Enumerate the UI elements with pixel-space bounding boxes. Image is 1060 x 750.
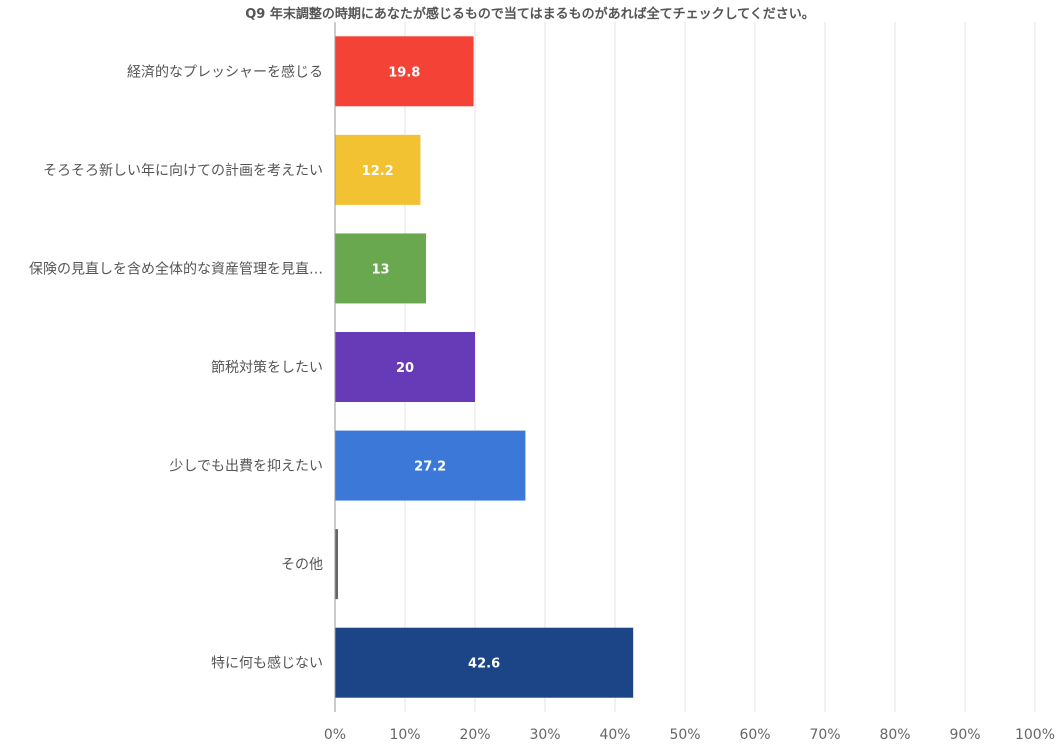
category-label: そろそろ新しい年に向けての計画を考えたい xyxy=(43,163,323,179)
category-label: 保険の見直しを含め全体的な資産管理を見直… xyxy=(29,260,323,277)
x-tick-label: 100% xyxy=(1015,727,1055,743)
x-tick-label: 20% xyxy=(459,727,490,743)
data-label: 19.8 xyxy=(388,65,420,80)
bar xyxy=(335,332,475,402)
x-tick-label: 0% xyxy=(324,727,346,743)
bar xyxy=(335,529,338,600)
data-label: 12.2 xyxy=(362,164,394,179)
x-tick-label: 90% xyxy=(949,727,980,743)
bar xyxy=(335,36,474,107)
data-labels: 19.8 12.2 13 20 27.2 42.6 xyxy=(362,65,500,671)
bars xyxy=(335,36,634,698)
x-tick-label: 60% xyxy=(739,727,770,743)
bar xyxy=(335,627,634,698)
bar xyxy=(335,233,426,304)
bar xyxy=(335,430,526,501)
gridlines xyxy=(404,22,1036,712)
x-tick-label: 40% xyxy=(599,727,630,743)
chart-title: Q9 年末調整の時期にあなたが感じるもので当てはまるものがあれば全てチェックして… xyxy=(245,7,815,22)
category-label: 節税対策をしたい xyxy=(211,359,323,376)
bar xyxy=(335,134,421,205)
x-tick-label: 30% xyxy=(529,727,560,743)
x-tick-label: 80% xyxy=(879,727,910,743)
category-label: 少しでも出費を抑えたい xyxy=(169,459,323,475)
x-tick-labels: 0% 10% 20% 30% 40% 50% 60% 70% 80% 90% 100% xyxy=(324,727,1055,743)
data-label: 27.2 xyxy=(414,460,446,475)
x-tick-label: 70% xyxy=(809,727,840,743)
category-label: その他 xyxy=(281,557,323,573)
data-label: 13 xyxy=(371,262,389,277)
x-tick-label: 10% xyxy=(389,727,420,743)
category-label: 特に何も感じない xyxy=(211,655,323,672)
category-label: 経済的なプレッシャーを感じる xyxy=(127,63,323,80)
x-tick-label: 50% xyxy=(669,727,700,743)
data-label: 20 xyxy=(396,361,414,376)
category-labels: 経済的なプレッシャーを感じるそろそろ新しい年に向けての計画を考えたい保険の見直し… xyxy=(29,63,323,671)
data-label: 42.6 xyxy=(468,657,500,672)
